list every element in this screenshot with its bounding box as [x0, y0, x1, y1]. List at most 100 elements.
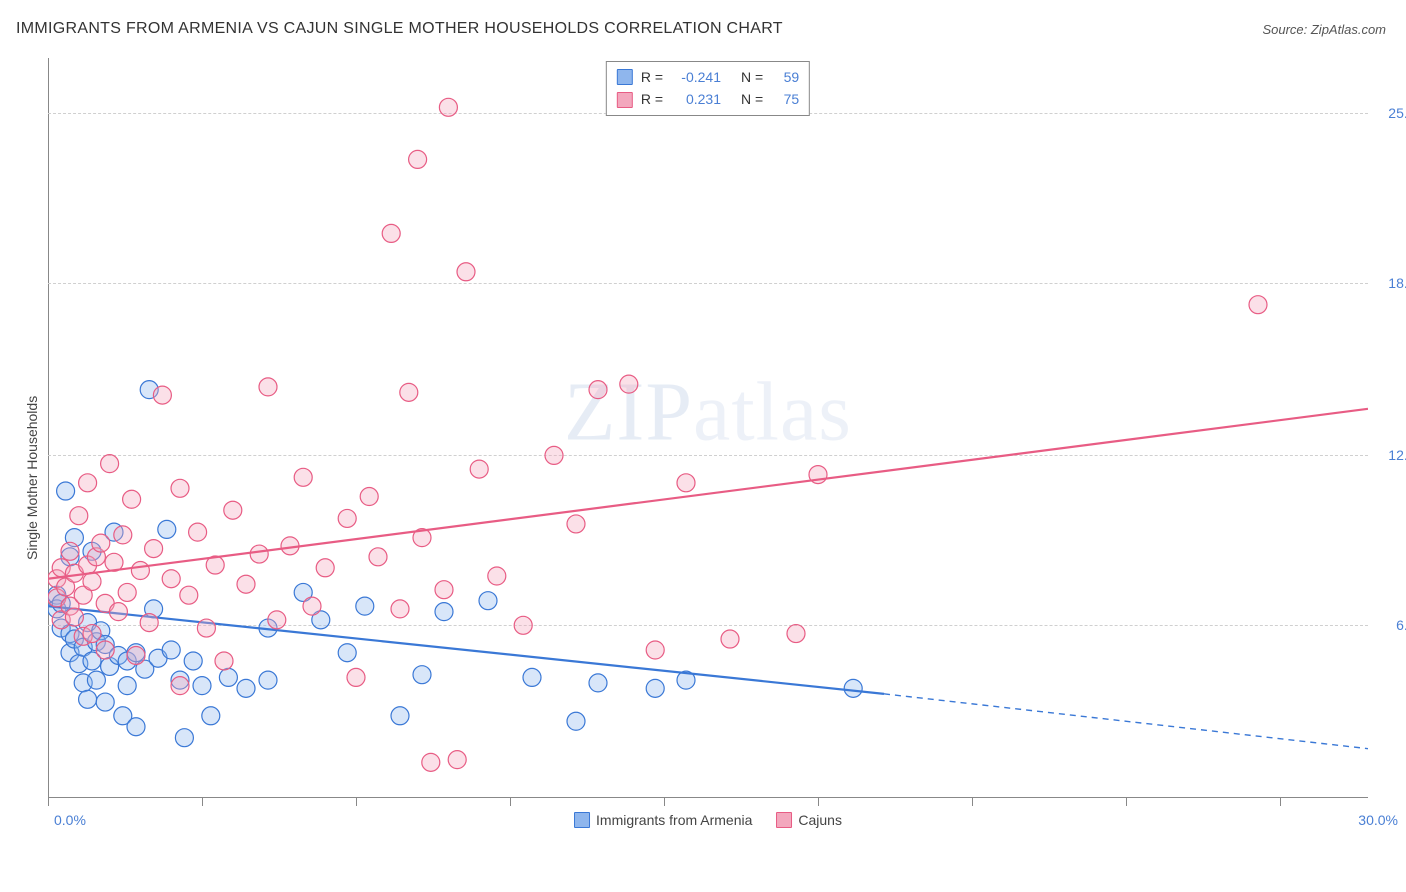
data-point: [259, 378, 277, 396]
correlation-legend: R =-0.241N =59R =0.231N =75: [606, 61, 810, 116]
data-point: [316, 559, 334, 577]
data-point: [488, 567, 506, 585]
legend-swatch: [617, 92, 633, 108]
data-point: [448, 751, 466, 769]
data-point: [162, 641, 180, 659]
data-point: [153, 386, 171, 404]
n-label: N =: [741, 88, 763, 110]
data-point: [189, 523, 207, 541]
r-label: R =: [641, 88, 663, 110]
data-point: [79, 690, 97, 708]
data-point: [237, 575, 255, 593]
data-point: [721, 630, 739, 648]
data-point: [127, 718, 145, 736]
data-point: [589, 381, 607, 399]
y-axis-label: Single Mother Households: [24, 396, 40, 560]
data-point: [219, 668, 237, 686]
data-point: [158, 520, 176, 538]
data-point: [145, 540, 163, 558]
data-point: [391, 600, 409, 618]
data-point: [514, 616, 532, 634]
n-value: 59: [771, 66, 799, 88]
data-point: [123, 490, 141, 508]
correlation-legend-row: R = 0.231 N = 75: [617, 88, 799, 110]
data-point: [109, 603, 127, 621]
data-point: [400, 383, 418, 401]
chart-title: IMMIGRANTS FROM ARMENIA VS CAJUN SINGLE …: [16, 20, 783, 38]
data-point: [202, 707, 220, 725]
data-point: [435, 603, 453, 621]
data-point: [294, 468, 312, 486]
data-point: [646, 679, 664, 697]
data-point: [57, 482, 75, 500]
data-point: [96, 641, 114, 659]
data-point: [435, 581, 453, 599]
data-point: [457, 263, 475, 281]
r-label: R =: [641, 66, 663, 88]
legend-swatch: [617, 69, 633, 85]
data-point: [413, 666, 431, 684]
data-point: [114, 526, 132, 544]
data-point: [131, 562, 149, 580]
data-point: [409, 150, 427, 168]
data-point: [677, 474, 695, 492]
data-point: [197, 619, 215, 637]
data-point: [391, 707, 409, 725]
data-point: [175, 729, 193, 747]
data-point: [646, 641, 664, 659]
data-point: [787, 625, 805, 643]
data-point: [523, 668, 541, 686]
data-point: [439, 98, 457, 116]
data-point: [224, 501, 242, 519]
data-point: [65, 608, 83, 626]
data-point: [250, 545, 268, 563]
data-point: [171, 479, 189, 497]
y-tick-label: 18.8%: [1388, 275, 1406, 291]
data-point: [303, 597, 321, 615]
source-label: Source: ZipAtlas.com: [1262, 22, 1386, 37]
y-tick-label: 25.0%: [1388, 105, 1406, 121]
data-point: [140, 614, 158, 632]
data-point: [61, 542, 79, 560]
data-point: [87, 671, 105, 689]
data-point: [127, 646, 145, 664]
data-point: [382, 224, 400, 242]
data-point: [347, 668, 365, 686]
data-point: [96, 693, 114, 711]
data-point: [479, 592, 497, 610]
chart-area: ZIPatlas R =-0.241N =59R =0.231N =75 0.0…: [48, 58, 1368, 828]
data-point: [338, 509, 356, 527]
r-value: 0.231: [671, 88, 721, 110]
data-point: [215, 652, 233, 670]
data-point: [118, 677, 136, 695]
data-point: [259, 671, 277, 689]
trend-line: [48, 409, 1368, 579]
n-value: 75: [771, 88, 799, 110]
data-point: [360, 488, 378, 506]
data-point: [171, 677, 189, 695]
data-point: [79, 474, 97, 492]
data-point: [356, 597, 374, 615]
data-point: [83, 572, 101, 590]
data-point: [338, 644, 356, 662]
scatter-plot: [48, 58, 1368, 828]
data-point: [1249, 296, 1267, 314]
data-point: [180, 586, 198, 604]
y-tick-label: 6.3%: [1396, 617, 1406, 633]
data-point: [620, 375, 638, 393]
data-point: [92, 534, 110, 552]
data-point: [83, 625, 101, 643]
data-point: [268, 611, 286, 629]
data-point: [589, 674, 607, 692]
n-label: N =: [741, 66, 763, 88]
data-point: [118, 583, 136, 601]
trend-line-extension: [884, 694, 1368, 749]
data-point: [470, 460, 488, 478]
data-point: [567, 515, 585, 533]
data-point: [369, 548, 387, 566]
data-point: [184, 652, 202, 670]
data-point: [193, 677, 211, 695]
data-point: [844, 679, 862, 697]
data-point: [101, 455, 119, 473]
data-point: [162, 570, 180, 588]
